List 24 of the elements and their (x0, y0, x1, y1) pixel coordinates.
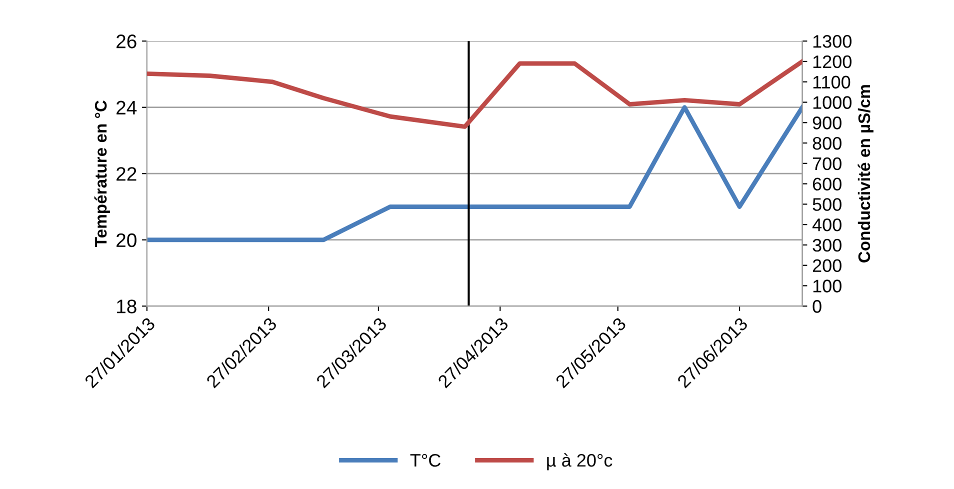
y2-tick-label: 900 (812, 116, 842, 130)
y2-tick-label: 1300 (813, 35, 852, 48)
y2-tick-label: 300 (812, 238, 842, 252)
y2-tick-label: 400 (812, 218, 842, 232)
y2-tick-label: 500 (812, 198, 842, 211)
y2-tick-label: 600 (812, 178, 842, 191)
y2-tick-label: 200 (812, 259, 842, 272)
y2-tick-label: 0 (812, 300, 822, 313)
y2-tick-label: 800 (812, 136, 842, 150)
legend-label: T°C (410, 454, 440, 467)
y-axis-title: Température en °C (94, 100, 110, 247)
y2-tick-label: 1200 (813, 55, 852, 68)
y-tick-label: 22 (116, 167, 136, 181)
line-series (146, 59, 802, 129)
y2-tick-label: 100 (813, 280, 842, 292)
legend-label: µ à 20°c (547, 453, 612, 470)
y2-tick-label: 1000 (813, 96, 852, 109)
y-tick-label: 18 (117, 300, 136, 314)
y2-tick-label: 700 (812, 157, 842, 170)
y2-axis-title: Conductivité en µS/cm (858, 85, 874, 262)
y-tick-label: 24 (116, 100, 137, 114)
y2-tick-label: 1100 (813, 76, 850, 89)
y-tick-label: 26 (116, 34, 136, 48)
y-tick-label: 20 (116, 233, 136, 248)
